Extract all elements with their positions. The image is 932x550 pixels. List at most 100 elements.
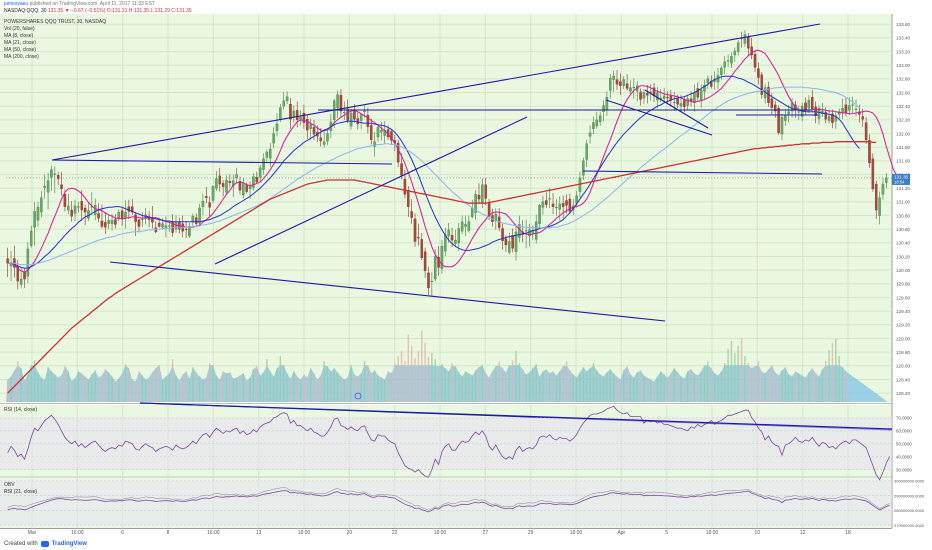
price-tick-label: 132.00 xyxy=(896,131,910,136)
candle-body xyxy=(538,205,541,224)
volume-bar xyxy=(441,364,443,402)
volume-bar xyxy=(511,360,514,402)
event-marker-icon xyxy=(354,392,362,400)
time-tick-label: 20 xyxy=(347,530,353,536)
candle-body xyxy=(110,220,114,224)
volume-bar xyxy=(552,371,554,402)
rsi-line xyxy=(7,405,891,481)
price-tick-label: 129.60 xyxy=(896,295,910,300)
volume-bar xyxy=(744,356,746,402)
time-tick-label: Apr xyxy=(617,530,625,536)
obv-line xyxy=(7,490,890,513)
volume-bar xyxy=(750,368,753,402)
volume-bar xyxy=(562,366,564,402)
candle-body xyxy=(612,76,615,80)
obv-pane-label[interactable]: OBV xyxy=(4,482,15,488)
legend-item-symbol[interactable]: POWERSHARES QQQ TRUST, 30, NASDAQ xyxy=(4,19,107,25)
obv-tick-label: 270000000.0000 xyxy=(894,523,925,528)
volume-bar xyxy=(589,368,591,402)
volume-bar xyxy=(131,379,133,402)
volume-bar xyxy=(478,367,480,402)
volume-bar xyxy=(158,365,160,402)
candle-body xyxy=(36,207,40,221)
candle-body xyxy=(683,99,686,108)
legend-item-ma8[interactable]: MA (8, close) xyxy=(4,33,34,39)
volume-bar xyxy=(198,376,201,402)
volume-bar xyxy=(447,371,450,402)
price-tick-label: 131.60 xyxy=(896,159,910,164)
legend-item-ma200[interactable]: MA (200, close) xyxy=(4,54,39,60)
volume-bar xyxy=(764,373,766,402)
volume-bar xyxy=(269,371,271,402)
legend-item-volume[interactable]: Vol (20, false) xyxy=(4,26,35,32)
volume-bar xyxy=(680,376,682,402)
candle-body xyxy=(585,143,588,160)
volume-bar xyxy=(454,366,457,402)
volume-bar xyxy=(363,361,366,402)
candle-body xyxy=(120,210,124,220)
candle-body xyxy=(561,203,565,207)
price-tick-label: 129.40 xyxy=(896,309,910,314)
volume-bar xyxy=(596,370,598,402)
candle-body xyxy=(218,175,222,185)
candle-body xyxy=(184,229,188,231)
candle-body xyxy=(598,115,602,123)
volume-bar xyxy=(808,372,810,402)
volume-bar xyxy=(710,368,712,402)
candle-body xyxy=(245,185,248,192)
volume-bar xyxy=(787,374,790,402)
candle-body xyxy=(83,207,87,213)
volume-bar xyxy=(713,373,716,402)
candle-body xyxy=(454,239,457,244)
candle-body xyxy=(390,131,393,141)
obv-tick-label: 290000000.0000 xyxy=(894,493,925,498)
ma8-line xyxy=(7,49,897,273)
volume-bar xyxy=(831,342,834,402)
candle-body xyxy=(339,95,343,112)
rsi2-pane-label[interactable]: RSI (21, close) xyxy=(4,489,38,495)
candle-body xyxy=(545,200,548,205)
candle-body xyxy=(306,119,309,131)
volume-bar xyxy=(289,378,292,402)
volume-bar xyxy=(535,364,537,402)
candle-body xyxy=(343,112,346,114)
candle-body xyxy=(602,105,605,112)
candle-body xyxy=(346,108,349,121)
legend-item-ma21[interactable]: MA (21, close) xyxy=(4,40,36,46)
volume-bar xyxy=(161,379,164,402)
volume-bar xyxy=(182,374,184,402)
volume-bar xyxy=(437,366,440,402)
candle-body xyxy=(188,226,191,237)
candle-body xyxy=(77,206,80,208)
trendline xyxy=(644,89,709,129)
candle-body xyxy=(534,221,538,240)
candle-body xyxy=(450,235,454,241)
candle-body xyxy=(403,179,407,195)
candle-body xyxy=(194,217,198,224)
time-tick-label: Mar xyxy=(28,530,37,536)
volume-bar xyxy=(572,374,574,402)
rsi-pane-label[interactable]: RSI (14, close) xyxy=(4,407,38,413)
candle-body xyxy=(619,81,622,86)
time-tick-label: 8 xyxy=(167,530,170,536)
volume-bar xyxy=(336,372,339,402)
candle-body xyxy=(595,119,599,127)
price-tick-label: 130.60 xyxy=(896,227,910,232)
candle-body xyxy=(100,220,104,227)
tradingview-brand[interactable]: TradingView xyxy=(51,541,87,547)
volume-bar xyxy=(239,375,241,402)
volume-bar xyxy=(609,369,611,402)
candle-body xyxy=(410,211,413,218)
volume-bar xyxy=(151,372,154,402)
candle-body xyxy=(63,194,67,207)
volume-bar xyxy=(811,368,813,402)
author-link[interactable]: jamesyaeu xyxy=(4,1,29,7)
candle-body xyxy=(467,221,471,231)
volume-bar xyxy=(94,370,96,402)
legend-item-ma50[interactable]: MA (50, close) xyxy=(4,47,36,53)
volume-bar xyxy=(794,371,797,402)
candle-body xyxy=(127,206,131,212)
volume-bar xyxy=(208,363,211,402)
candle-body xyxy=(541,201,545,208)
